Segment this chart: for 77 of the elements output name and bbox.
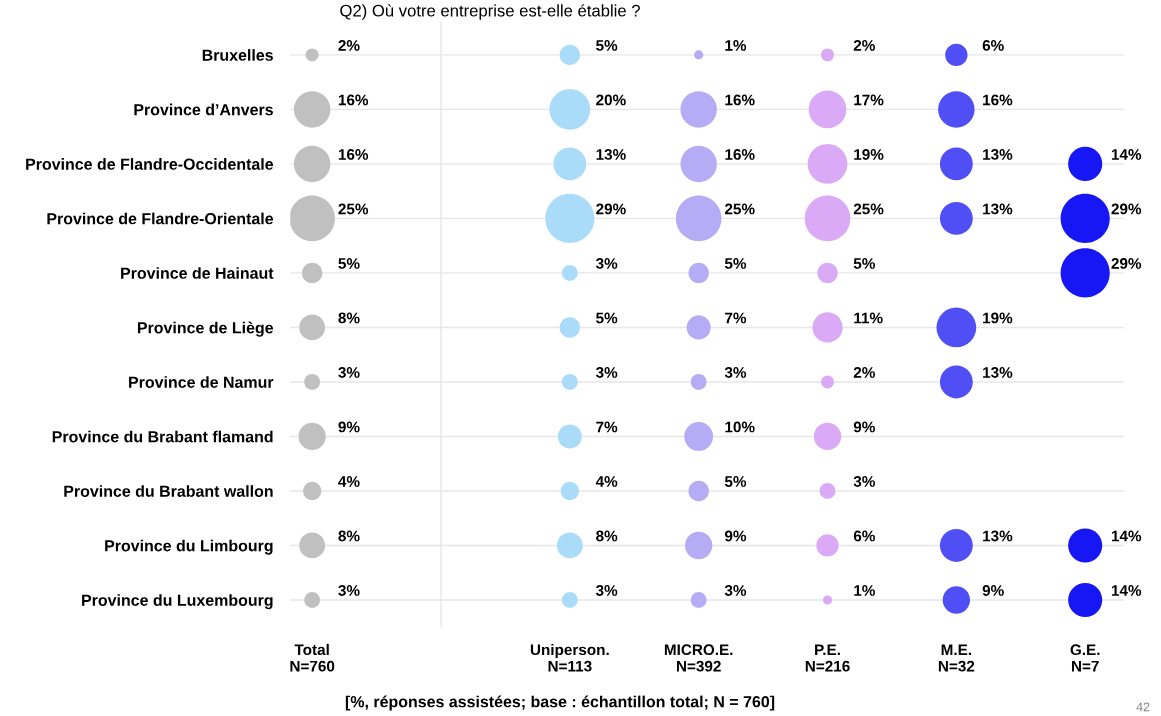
text: Total N=760 (290, 643, 335, 672)
data-label: 6% (853, 530, 875, 542)
data-label: 13% (983, 530, 1013, 542)
data-label: 19% (854, 149, 884, 160)
category-label: Province de Flandre-Orientale (47, 212, 274, 225)
data-label: 9% (982, 585, 1004, 596)
text: MICRO.E. N=392 (664, 644, 733, 672)
data-label: 17% (854, 94, 884, 106)
data-label: 14% (1111, 149, 1142, 160)
data-label: 13% (983, 367, 1013, 378)
category-label: Province d’Anvers (134, 103, 273, 116)
text: Uniperson. N=113 (530, 643, 609, 672)
data-label: 7% (725, 312, 747, 324)
data-label: 10% (725, 421, 755, 433)
data-label: 6% (982, 40, 1004, 51)
data-label: 3% (853, 476, 875, 487)
data-label: 1% (854, 585, 875, 596)
data-label: 3% (595, 258, 618, 269)
data-label: 19% (983, 312, 1013, 324)
data-label: 16% (725, 149, 755, 160)
category-label: Province de Flandre-Occidentale (26, 158, 274, 170)
data-label: 5% (853, 258, 875, 269)
data-label: 25% (853, 203, 884, 215)
data-label: 5% (338, 258, 360, 269)
data-label: 2% (338, 40, 360, 51)
data-label: 13% (596, 149, 626, 160)
data-label: 3% (724, 367, 747, 378)
data-label: 16% (725, 94, 755, 106)
data-label: 29% (1111, 203, 1142, 215)
data-label: 25% (338, 203, 369, 215)
data-label: 3% (595, 585, 618, 596)
data-label: 3% (724, 585, 747, 596)
data-label: 20% (596, 94, 626, 106)
data-label: 14% (1111, 585, 1142, 596)
text: G.E. N=7 (1070, 644, 1100, 672)
category-label: Province de Hainaut (121, 267, 274, 279)
data-label: 3% (338, 367, 360, 378)
category-label: Province du Luxembourg (82, 594, 273, 610)
data-label: 16% (983, 94, 1013, 106)
category-label: Province de Namur (129, 376, 274, 388)
data-label: 25% (724, 203, 755, 215)
data-label: 5% (724, 476, 747, 487)
data-label: 2% (853, 367, 875, 378)
data-label: 5% (596, 40, 618, 51)
data-label: 13% (983, 203, 1013, 215)
data-label: 1% (725, 40, 747, 51)
category-label: Province de Liège (137, 321, 274, 337)
data-label: 5% (596, 312, 618, 324)
data-label: 4% (595, 476, 618, 487)
text: Q2) Où votre entreprise est-elle établie ? (340, 4, 640, 20)
data-label: 8% (338, 530, 360, 542)
category-label: Province du Limbourg (105, 539, 273, 555)
data-label: 9% (853, 421, 875, 433)
data-label: 2% (853, 40, 875, 51)
data-label: 3% (338, 585, 360, 596)
category-label: Province du Brabant wallon (64, 485, 273, 497)
data-label: 3% (595, 367, 618, 378)
category-label: Bruxelles (202, 49, 273, 61)
data-label: 29% (596, 203, 626, 215)
text: M.E. N=32 (938, 644, 975, 672)
data-label: 16% (338, 149, 369, 160)
data-label: 9% (338, 421, 360, 433)
data-label: 9% (724, 530, 747, 542)
data-label: 8% (596, 530, 618, 542)
category-label: Province du Brabant flamand (52, 430, 273, 443)
data-label: 14% (1111, 530, 1142, 542)
data-label: 16% (338, 94, 369, 106)
text: [%, réponses assistées; base : échantillon total; N = 760] (345, 695, 775, 711)
text: 42 (1136, 702, 1150, 712)
text: P.E. N=216 (805, 644, 850, 672)
data-label: 4% (338, 476, 360, 487)
data-label: 5% (724, 258, 747, 269)
data-label: 8% (338, 312, 360, 324)
data-label: 11% (854, 312, 883, 324)
data-label: 13% (983, 149, 1013, 160)
data-label: 29% (1111, 258, 1142, 269)
data-label: 7% (596, 421, 618, 433)
